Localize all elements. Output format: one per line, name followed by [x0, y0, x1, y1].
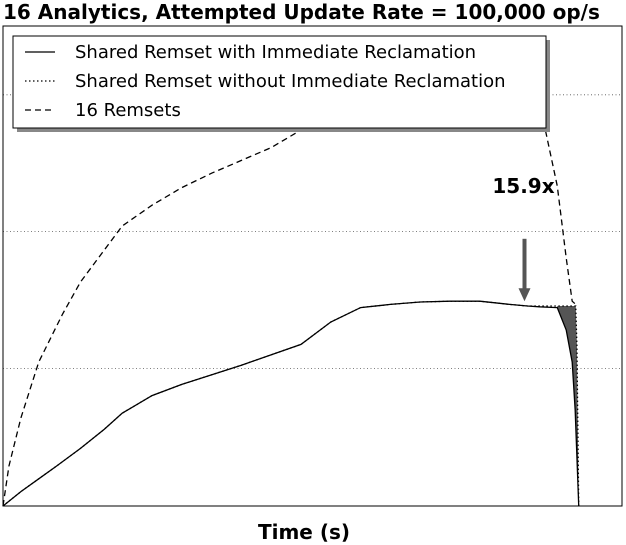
series-line-1 [2, 300, 580, 507]
gridlines [3, 94, 622, 369]
legend-box [12, 35, 547, 129]
legend-label-2: Shared Remset without Immediate Reclamat… [75, 71, 506, 92]
legend-label-1: Shared Remset with Immediate Reclamation [75, 42, 476, 63]
series-line-2 [2, 300, 580, 507]
annotation-arrowhead-down [518, 288, 531, 302]
annotation-label: 15.9x [492, 174, 554, 198]
reclamation-gap-fill [557, 306, 579, 506]
plot-frame [2, 25, 623, 507]
legend-label-3: 16 Remsets [75, 100, 181, 121]
legend: Shared Remset with Immediate Reclamation… [12, 35, 550, 132]
series-line-3 [2, 68, 577, 507]
series-layer [2, 68, 580, 507]
chart-title: 16 Analytics, Attempted Update Rate = 10… [3, 0, 600, 24]
x-axis-label: Time (s) [258, 520, 350, 544]
